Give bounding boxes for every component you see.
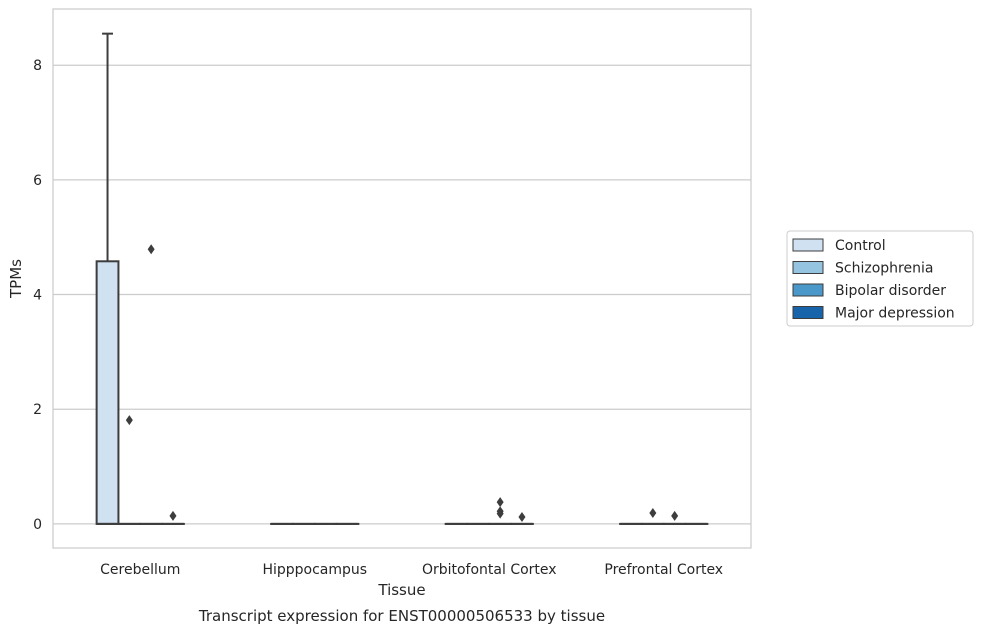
x-axis-ticks: Cerebellum Hipppocampus Orbitofontal Corte… — [100, 562, 723, 578]
outlier-point — [496, 497, 504, 508]
y-tick-label: 2 — [33, 402, 42, 418]
legend-swatch — [792, 238, 824, 252]
outlier-point — [169, 510, 177, 521]
box-bipolar-disorder — [488, 497, 513, 525]
y-tick-label: 4 — [33, 288, 42, 304]
legend-swatch — [792, 261, 824, 274]
box-bipolar-disorder — [139, 244, 164, 525]
legend-label: Control — [835, 238, 886, 254]
legend-label: Major depression — [835, 306, 955, 322]
outlier-point — [649, 508, 657, 519]
box-control — [95, 32, 120, 525]
outlier-point — [496, 508, 504, 519]
outlier-point — [671, 510, 679, 521]
outlier-point — [518, 512, 526, 523]
x-tick-label: Orbitofontal Cortex — [422, 562, 557, 578]
box-series — [95, 32, 709, 525]
legend: Control Schizophrenia Bipolar disorder Majo… — [786, 230, 974, 327]
y-tick-label: 6 — [33, 173, 42, 189]
legend-frame — [786, 230, 974, 327]
outlier-point — [147, 244, 155, 255]
legend-label: Schizophrenia — [835, 261, 933, 277]
box-major-depression — [161, 510, 185, 525]
y-tick-label: 8 — [33, 58, 42, 74]
x-tick-label: Prefrontal Cortex — [604, 562, 723, 578]
legend-swatch — [792, 283, 824, 297]
box-major-depression — [510, 512, 534, 525]
outlier-point — [125, 415, 133, 426]
legend-swatch — [792, 306, 824, 319]
y-axis-title: TPMs — [7, 259, 25, 299]
y-tick-label: 0 — [33, 517, 42, 533]
x-tick-label: Hipppocampus — [262, 562, 367, 578]
x-tick-label: Cerebellum — [100, 562, 180, 578]
box-body — [95, 260, 120, 525]
plot-frame — [52, 8, 752, 549]
y-axis-ticks: 0 2 4 6 8 — [33, 58, 42, 533]
x-axis-title: Tissue — [377, 581, 425, 599]
legend-label: Bipolar disorder — [835, 283, 946, 299]
figure-caption: Transcript expression for ENST0000050653… — [198, 607, 605, 625]
